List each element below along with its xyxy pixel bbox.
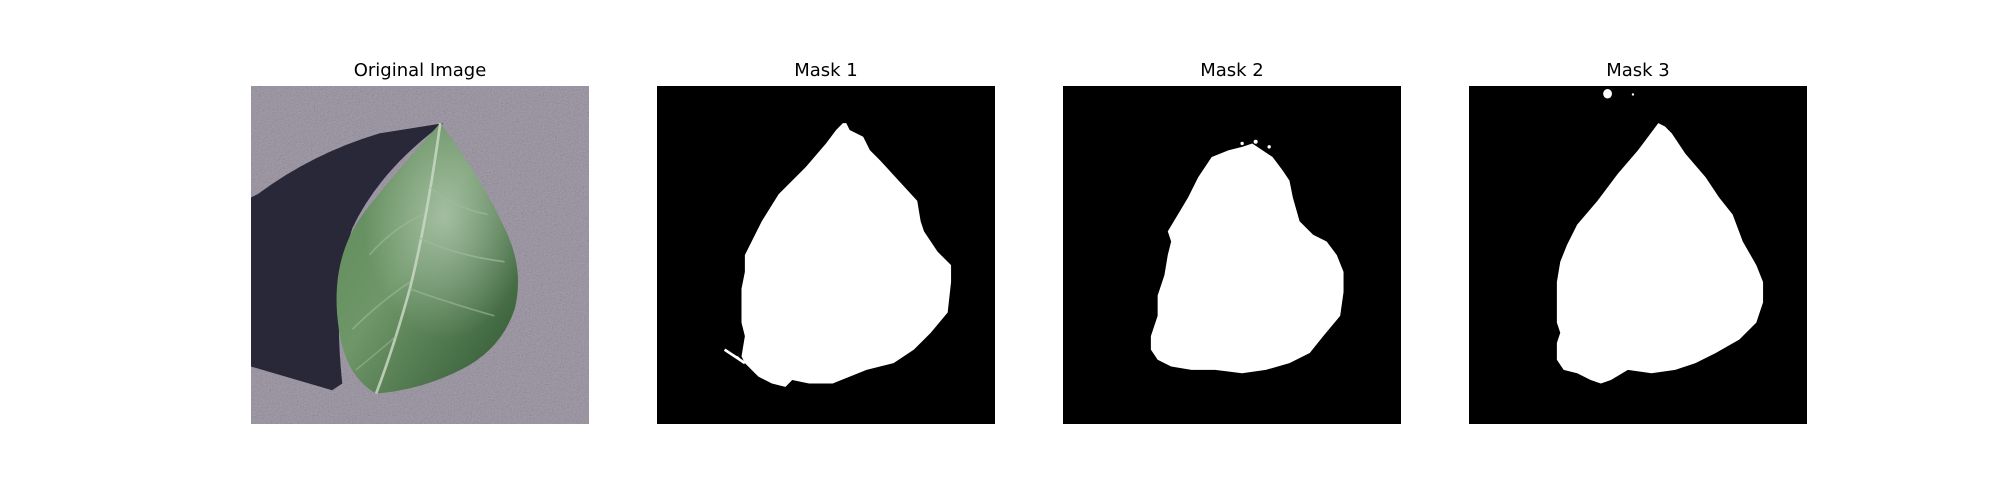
panel-mask-3: Mask 3 — [1469, 60, 1807, 424]
mask-1-tail — [723, 348, 746, 365]
mask-2-speckle — [1240, 141, 1244, 146]
leaf-vein-4 — [368, 213, 424, 256]
leaf-sheen — [336, 123, 519, 394]
leaf-vein-6 — [355, 335, 397, 371]
panel-title: Mask 2 — [1200, 60, 1264, 81]
mask-2-image — [1063, 86, 1401, 424]
mask-2-speckle — [1253, 139, 1258, 144]
leaf-vein-2 — [419, 237, 505, 263]
mask-2-speckle — [1267, 145, 1271, 149]
leaf-vein-3 — [409, 288, 495, 317]
panel-title: Mask 1 — [794, 60, 858, 81]
mask-3-image — [1469, 86, 1807, 424]
original-leaf-image — [251, 86, 589, 424]
panel-original-image: Original Image — [251, 60, 589, 424]
mask-1-image — [657, 86, 995, 424]
panel-title: Original Image — [353, 60, 487, 81]
leaf-vein-1 — [429, 186, 488, 216]
leaf-shadow — [251, 123, 444, 391]
mask-2-region — [1150, 143, 1344, 374]
leaf-vein-5 — [351, 281, 411, 330]
mask-3-blob — [1603, 89, 1612, 99]
leaf-midrib — [374, 122, 442, 395]
panel-mask-2: Mask 2 — [1063, 60, 1401, 424]
mask-1-region — [727, 123, 952, 387]
mask-3-region — [1556, 123, 1764, 384]
mask-3-dot — [1631, 93, 1635, 96]
panel-title: Mask 3 — [1606, 60, 1670, 81]
panel-mask-1: Mask 1 — [657, 60, 995, 424]
